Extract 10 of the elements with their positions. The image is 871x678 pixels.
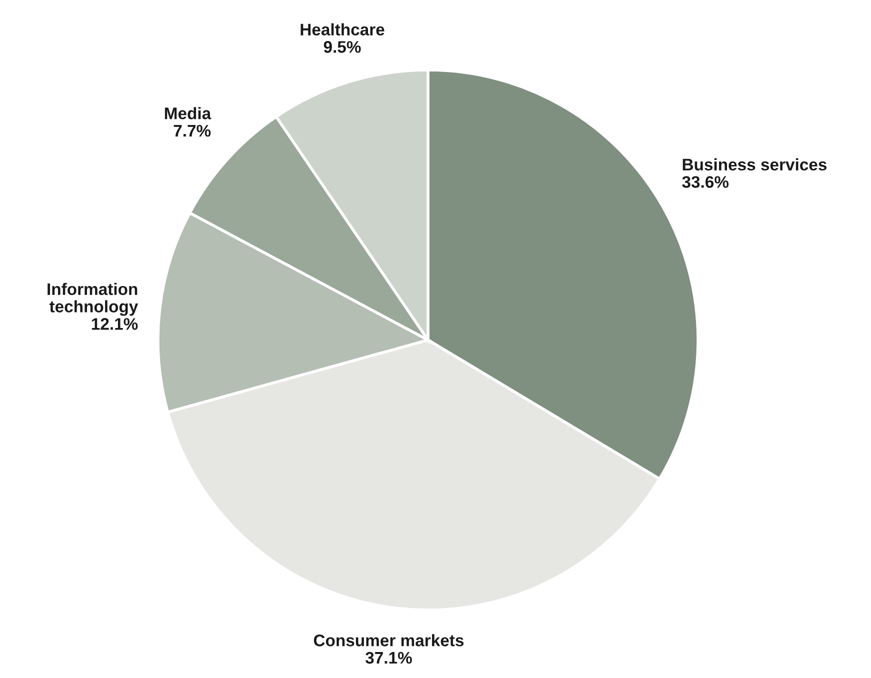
slice-label: Media <box>164 107 212 120</box>
data-label: 33.6% <box>682 176 729 188</box>
slice-label: Consumer markets <box>314 634 464 646</box>
slice-label: Healthcare <box>300 23 384 36</box>
data-label: 12.1% <box>92 318 138 330</box>
slice-label: Information technology <box>48 282 138 316</box>
slice-label: Business services <box>682 158 827 171</box>
data-label: 7.7% <box>174 124 211 137</box>
data-label: 37.1% <box>365 652 412 664</box>
data-label: 9.5% <box>324 41 361 53</box>
